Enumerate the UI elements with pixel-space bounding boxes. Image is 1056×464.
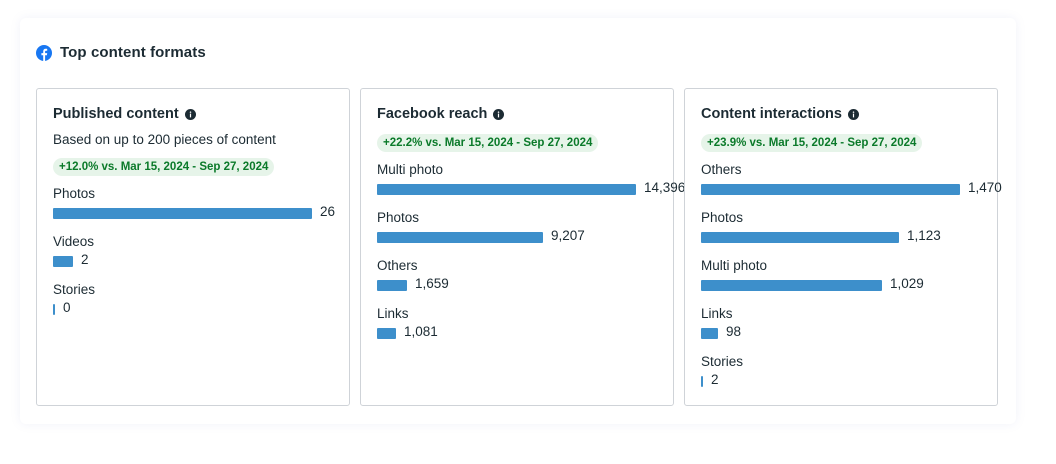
metric-label: Others — [377, 258, 418, 273]
metric-value: 1,081 — [404, 324, 438, 339]
metric-value: 2 — [711, 372, 719, 387]
card-title: Content interactions — [701, 106, 842, 122]
metric-bar — [377, 328, 396, 339]
metric-value: 0 — [63, 300, 71, 315]
metric-bar — [701, 232, 899, 243]
card-title-row: Facebook reach — [377, 106, 505, 122]
metric-stories: Stories 0 — [53, 282, 341, 324]
comparison-badge: +23.9% vs. Mar 15, 2024 - Sep 27, 2024 — [701, 134, 923, 152]
metric-label: Links — [701, 306, 733, 321]
metric-bar — [53, 304, 55, 315]
card-title: Published content — [53, 106, 179, 122]
metric-value: 1,029 — [890, 276, 924, 291]
comparison-badge: +22.2% vs. Mar 15, 2024 - Sep 27, 2024 — [377, 134, 599, 152]
metric-value: 26 — [320, 204, 336, 219]
metric-photos: Photos 26 — [53, 186, 341, 228]
metric-label: Videos — [53, 234, 95, 249]
card-title-row: Published content — [53, 106, 196, 122]
metric-photos: Photos 1,123 — [701, 210, 989, 252]
metric-value: 14,396 — [644, 180, 686, 195]
top-content-formats-panel: Top content formats Published content Ba… — [20, 18, 1016, 424]
metric-value: 1,123 — [907, 228, 941, 243]
metric-label: Others — [701, 162, 742, 177]
metric-label: Stories — [701, 354, 744, 369]
card-published-content: Published content Based on up to 200 pie… — [36, 88, 350, 406]
metric-bar — [377, 280, 407, 291]
comparison-badge: +12.0% vs. Mar 15, 2024 - Sep 27, 2024 — [53, 158, 275, 176]
metric-label: Links — [377, 306, 409, 321]
metric-photos: Photos 9,207 — [377, 210, 665, 252]
panel-header: Top content formats — [36, 44, 206, 61]
metric-label: Photos — [701, 210, 744, 225]
card-facebook-reach: Facebook reach +22.2% vs. Mar 15, 2024 -… — [360, 88, 685, 406]
card-title: Facebook reach — [377, 106, 488, 122]
metric-others: Others 1,659 — [377, 258, 665, 300]
metric-stories: Stories 2 — [701, 354, 989, 396]
panel-title: Top content formats — [60, 44, 206, 61]
card-content-interactions: Content interactions +23.9% vs. Mar 15, … — [684, 88, 1002, 406]
metric-label: Stories — [53, 282, 96, 297]
metric-label: Multi photo — [701, 258, 768, 273]
metric-value: 98 — [726, 324, 742, 339]
card-title-row: Content interactions — [701, 106, 859, 122]
metric-label: Photos — [53, 186, 96, 201]
metric-bar — [377, 184, 636, 195]
card-subtitle: Based on up to 200 pieces of content — [53, 132, 276, 147]
metric-videos: Videos 2 — [53, 234, 341, 276]
info-icon[interactable] — [184, 108, 196, 120]
metric-value: 2 — [81, 252, 89, 267]
metric-label: Photos — [377, 210, 420, 225]
info-icon[interactable] — [847, 108, 859, 120]
metric-multi-photo: Multi photo 1,029 — [701, 258, 989, 300]
metric-links: Links 98 — [701, 306, 989, 348]
metric-bar — [701, 280, 882, 291]
metric-value: 1,470 — [968, 180, 1002, 195]
metric-bar — [377, 232, 543, 243]
metric-value: 1,659 — [415, 276, 449, 291]
metric-value: 9,207 — [551, 228, 585, 243]
info-icon[interactable] — [493, 108, 505, 120]
metric-bar — [701, 184, 960, 195]
metric-bar — [701, 328, 718, 339]
metric-bar — [53, 208, 312, 219]
metric-bar — [701, 376, 703, 387]
metric-label: Multi photo — [377, 162, 444, 177]
metric-bar — [53, 256, 73, 267]
facebook-icon — [36, 44, 52, 61]
metric-links: Links 1,081 — [377, 306, 665, 348]
metric-others: Others 1,470 — [701, 162, 1002, 204]
metric-multi-photo: Multi photo 14,396 — [377, 162, 685, 204]
